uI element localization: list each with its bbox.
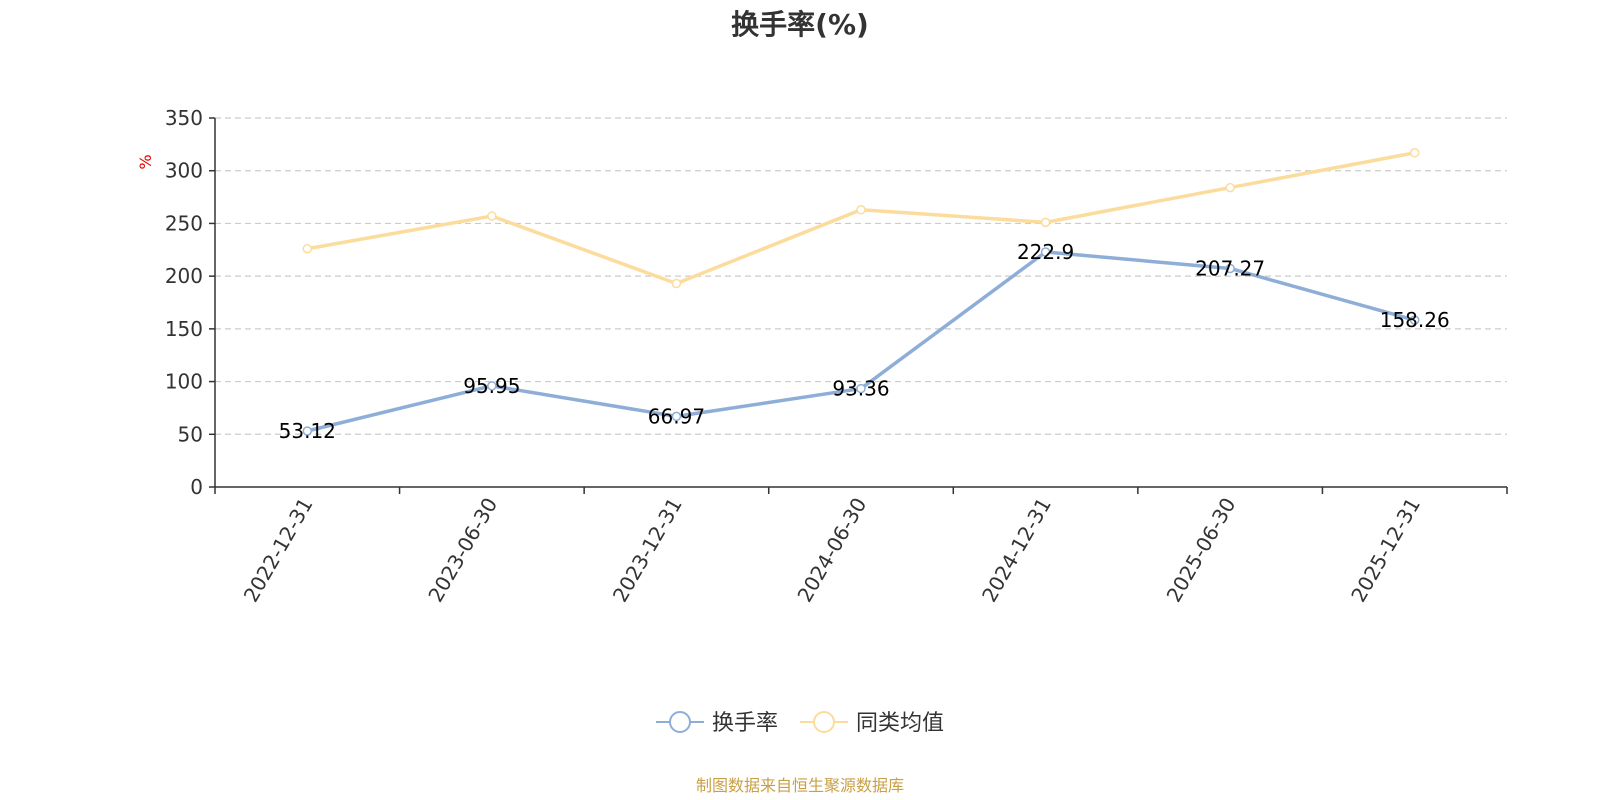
data-label: 222.9	[1017, 240, 1074, 264]
y-tick-label: 50	[178, 422, 203, 446]
data-point	[1225, 182, 1235, 193]
data-point	[1409, 148, 1420, 158]
data-point	[487, 211, 497, 221]
data-point	[1409, 315, 1420, 325]
x-tick-label: 2024-06-30	[792, 494, 871, 607]
data-point	[302, 243, 313, 254]
chart-title: 换手率(%)	[731, 8, 869, 41]
data-source-note: 制图数据来自恒生聚源数据库	[696, 776, 904, 795]
x-axis-ticks: 2022-12-31 2023-06-30 2023-12-31 2024-06-30…	[239, 494, 1425, 607]
axes	[209, 117, 1508, 494]
x-tick-label: 2025-06-30	[1162, 494, 1241, 607]
x-tick-label: 2023-12-31	[608, 494, 687, 607]
y-tick-label: 350	[165, 106, 203, 130]
data-label: 95.95	[463, 374, 520, 398]
data-point	[856, 383, 866, 394]
data-label: 158.26	[1380, 308, 1450, 332]
data-point	[1040, 247, 1051, 257]
data-point	[487, 381, 497, 391]
data-label: 207.27	[1195, 256, 1265, 280]
y-axis-unit: %	[136, 154, 155, 169]
series-layer: 53.12 95.95 66.97 93.36 222.9 207.27 158.26	[279, 148, 1450, 443]
legend-circle-icon	[669, 711, 691, 733]
y-tick-label: 200	[165, 264, 203, 288]
data-label: 53.12	[279, 419, 336, 443]
y-tick-label: 100	[165, 370, 203, 394]
legend-circle-icon	[813, 711, 835, 733]
legend-item-peer-average: 同类均值	[800, 711, 944, 736]
legend-item-turnover-rate: 换手率	[656, 711, 778, 736]
data-point	[856, 204, 866, 215]
data-point	[671, 411, 682, 422]
x-tick-label: 2025-12-31	[1346, 494, 1425, 607]
data-point	[1225, 263, 1235, 274]
y-tick-label: 150	[165, 317, 203, 341]
y-tick-label: 0	[190, 475, 203, 499]
x-tick-label: 2024-12-31	[977, 494, 1056, 607]
grid-lines	[215, 117, 1507, 435]
legend-label: 换手率	[712, 711, 778, 736]
y-tick-label: 300	[165, 159, 203, 183]
data-point	[302, 426, 313, 436]
x-tick-label: 2022-12-31	[239, 494, 318, 607]
legend-label: 同类均值	[856, 711, 944, 736]
data-label: 66.97	[648, 404, 705, 428]
series-peer-average	[302, 148, 1420, 289]
legend: 换手率 同类均值	[656, 711, 944, 736]
data-point	[671, 278, 682, 289]
y-tick-label: 250	[165, 211, 203, 235]
data-label: 93.36	[832, 377, 889, 401]
y-axis-ticks: 0 50 100 150 200 250 300 350	[165, 106, 203, 499]
x-tick-label: 2023-06-30	[423, 494, 502, 607]
series-turnover-rate: 53.12 95.95 66.97 93.36 222.9 207.27 158.26	[279, 240, 1450, 443]
data-point	[1040, 217, 1051, 228]
